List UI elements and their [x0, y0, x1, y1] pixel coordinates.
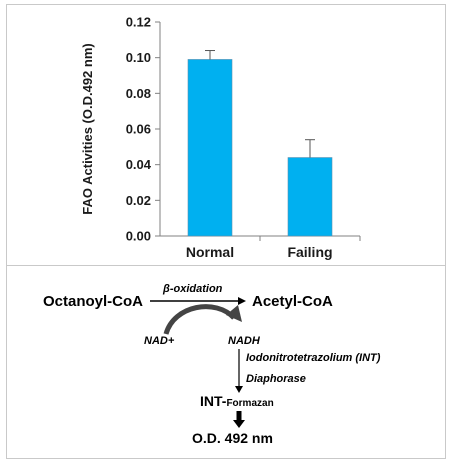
y-tick-label: 0.00 [126, 229, 151, 244]
y-tick-label: 0.04 [126, 157, 152, 172]
int-formazan-label: INT-Formazan [200, 394, 274, 410]
y-tick-label: 0.12 [126, 15, 151, 30]
diaphorase-label: Diaphorase [246, 373, 306, 385]
panel-divider [6, 265, 446, 266]
bar-normal [187, 59, 233, 237]
y-tick-label: 0.02 [126, 193, 151, 208]
bar-failing [287, 157, 333, 237]
nad-plus-label: NAD+ [144, 335, 175, 347]
int-reagent-label: Iodonitrotetrazolium (INT) [246, 352, 381, 364]
nadh-label: NADH [228, 335, 260, 347]
od-492-readout-label: O.D. 492 nm [192, 430, 273, 446]
acetyl-coa-label: Acetyl-CoA [252, 293, 333, 310]
y-tick-label: 0.10 [126, 50, 151, 65]
octanoyl-coa-label: Octanoyl-CoA [43, 293, 144, 310]
y-tick-label: 0.08 [126, 86, 151, 101]
int-formazan-suffix: Formazan [226, 398, 274, 409]
int-formazan-prefix: INT- [200, 393, 227, 409]
x-category-label-failing: Failing [287, 244, 332, 260]
fao-bar-chart: 0.00 0.02 0.04 0.06 0.08 0.10 0.12 FAO Activiti… [80, 15, 361, 260]
x-category-label-normal: Normal [186, 244, 234, 260]
y-axis-title: FAO Activities (O.D.492 nm) [80, 43, 95, 214]
beta-oxidation-label: β-oxidation [163, 283, 223, 295]
y-tick-label: 0.06 [126, 122, 151, 137]
